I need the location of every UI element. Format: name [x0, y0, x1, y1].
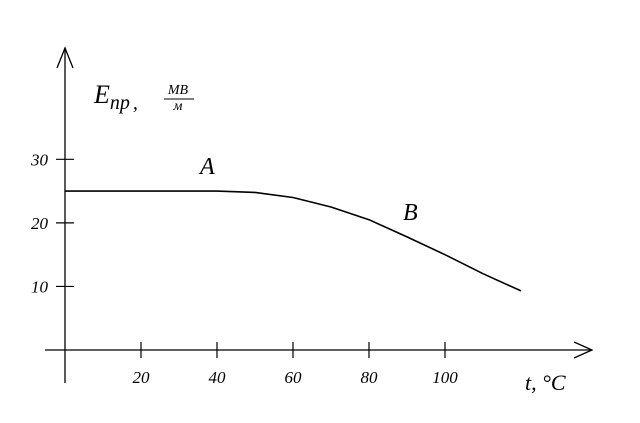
y-tick-label: 20	[31, 214, 49, 233]
line	[65, 190, 522, 292]
x-tick-label: 100	[432, 368, 458, 387]
x-tick-label: 80	[361, 368, 379, 387]
y-label: Eпр,	[93, 80, 138, 114]
x-tick-label: 60	[285, 368, 303, 387]
y-label-subscript: пр	[110, 92, 130, 114]
y-unit-den: м	[173, 99, 183, 114]
y-tick-label: 30	[30, 150, 49, 169]
x-tick-label: 20	[133, 368, 151, 387]
x-label: t, °C	[525, 370, 566, 395]
y-arrow	[56, 46, 74, 69]
x-tick-label: 40	[209, 368, 227, 387]
x-arrow	[573, 341, 594, 359]
y-label-symbol: E	[93, 80, 110, 109]
y-tick-label: 10	[31, 277, 49, 296]
annotation: A	[198, 154, 215, 180]
y-label-separator: ,	[133, 92, 138, 114]
annotation: B	[403, 200, 418, 226]
y-unit-num: МВ	[167, 83, 189, 98]
